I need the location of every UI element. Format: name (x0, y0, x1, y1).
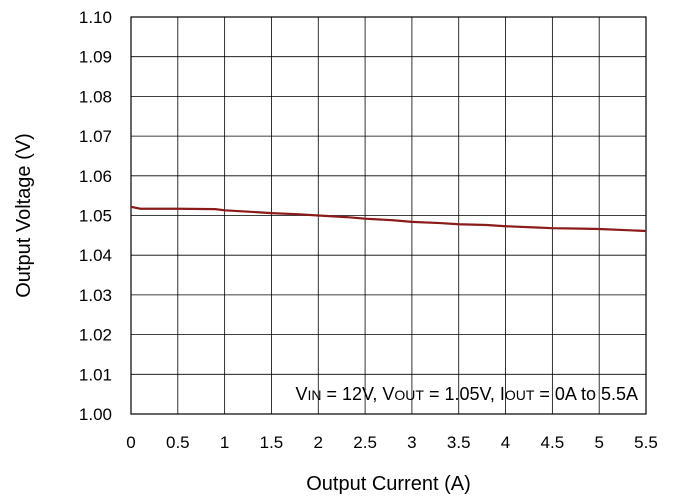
y-tick-label: 1.09 (79, 48, 112, 67)
annotation-subscript: OUT (505, 387, 535, 403)
x-tick-label: 0.5 (166, 433, 190, 452)
y-axis-title: Output Voltage (V) (13, 133, 35, 298)
y-tick-label: 1.02 (79, 326, 112, 345)
y-tick-label: 1.07 (79, 127, 112, 146)
x-tick-label: 4.5 (541, 433, 565, 452)
x-tick-label: 3.5 (447, 433, 471, 452)
annotation-text: V (295, 384, 307, 404)
series-line (130, 205, 647, 233)
conditions-annotation: VIN = 12V, VOUT = 1.05V, IOUT = 0A to 5.… (295, 384, 638, 404)
annotation-subscript: IN (307, 387, 321, 403)
x-tick-label: 3 (407, 433, 416, 452)
x-tick-label: 0 (126, 433, 135, 452)
y-tick-label: 1.04 (79, 246, 112, 265)
y-tick-label: 1.03 (79, 286, 112, 305)
plot-area (130, 16, 647, 415)
y-tick-label: 1.00 (79, 405, 112, 424)
y-tick-label: 1.10 (79, 8, 112, 27)
x-tick-labels: 0 0.5 1 1.5 2 2.5 3 3.5 4 4.5 5 5.5 (126, 433, 658, 452)
annotation-text: = 1.05V, I (424, 384, 505, 404)
annotation-text: = 0A to 5.5A (534, 384, 638, 404)
x-tick-label: 5.5 (634, 433, 658, 452)
y-tick-label: 1.05 (79, 207, 112, 226)
x-tick-label: 4 (501, 433, 510, 452)
annotation-text: = 12V, V (321, 384, 394, 404)
grid (130, 16, 647, 415)
y-tick-label: 1.08 (79, 87, 112, 106)
x-tick-label: 2.5 (353, 433, 377, 452)
y-tick-label: 1.06 (79, 167, 112, 186)
x-tick-label: 2 (314, 433, 323, 452)
x-axis-title: Output Current (A) (306, 473, 471, 495)
x-tick-label: 1 (220, 433, 229, 452)
x-tick-label: 5 (594, 433, 603, 452)
y-tick-labels: 1.00 1.01 1.02 1.03 1.04 1.05 1.06 1.07 1.08 1.09… (79, 8, 112, 424)
x-tick-label: 1.5 (260, 433, 284, 452)
y-tick-label: 1.01 (79, 365, 112, 384)
annotation-subscript: OUT (394, 387, 424, 403)
